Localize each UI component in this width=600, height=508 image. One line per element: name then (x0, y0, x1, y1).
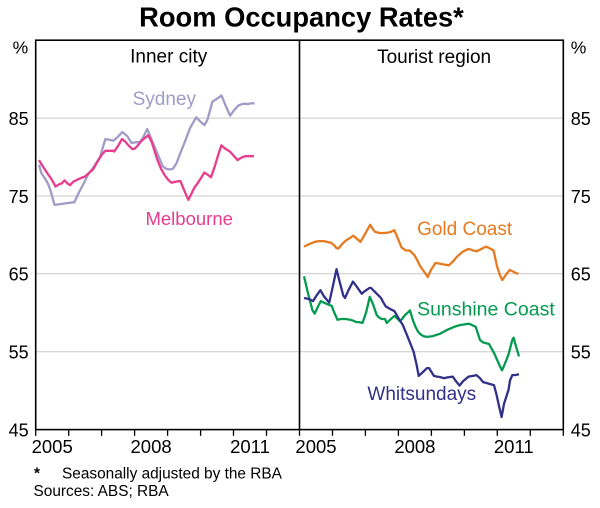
svg-text:65: 65 (9, 265, 29, 285)
svg-text:75: 75 (9, 187, 29, 207)
svg-text:Inner city: Inner city (130, 47, 208, 68)
svg-text:85: 85 (9, 109, 29, 129)
svg-text:Sunshine Coast: Sunshine Coast (417, 299, 555, 321)
svg-text:Whitsundays: Whitsundays (367, 384, 476, 405)
svg-text:45: 45 (571, 420, 591, 440)
svg-text:45: 45 (9, 420, 29, 440)
svg-text:Melbourne: Melbourne (145, 208, 232, 229)
svg-text:%: % (571, 38, 587, 58)
svg-text:2005: 2005 (32, 436, 73, 457)
svg-text:Room Occupancy Rates*: Room Occupancy Rates* (139, 2, 464, 33)
svg-text:55: 55 (9, 343, 29, 363)
svg-text:Gold Coast: Gold Coast (417, 219, 513, 240)
svg-text:Sydney: Sydney (133, 89, 197, 110)
svg-text:85: 85 (571, 109, 591, 129)
svg-text:2008: 2008 (394, 436, 435, 457)
svg-text:2005: 2005 (295, 436, 336, 457)
svg-text:55: 55 (571, 343, 591, 363)
svg-text:2011: 2011 (494, 436, 534, 457)
svg-text:2008: 2008 (131, 436, 172, 457)
svg-text:2011: 2011 (230, 436, 270, 457)
svg-text:65: 65 (571, 265, 591, 285)
svg-text:%: % (13, 38, 29, 58)
svg-text:Sources: ABS; RBA: Sources: ABS; RBA (34, 483, 170, 500)
svg-text:Tourist region: Tourist region (377, 47, 491, 68)
svg-text:*: * (34, 466, 40, 483)
svg-text:75: 75 (571, 187, 591, 207)
svg-text:Seasonally adjusted by the RBA: Seasonally adjusted by the RBA (62, 466, 283, 483)
